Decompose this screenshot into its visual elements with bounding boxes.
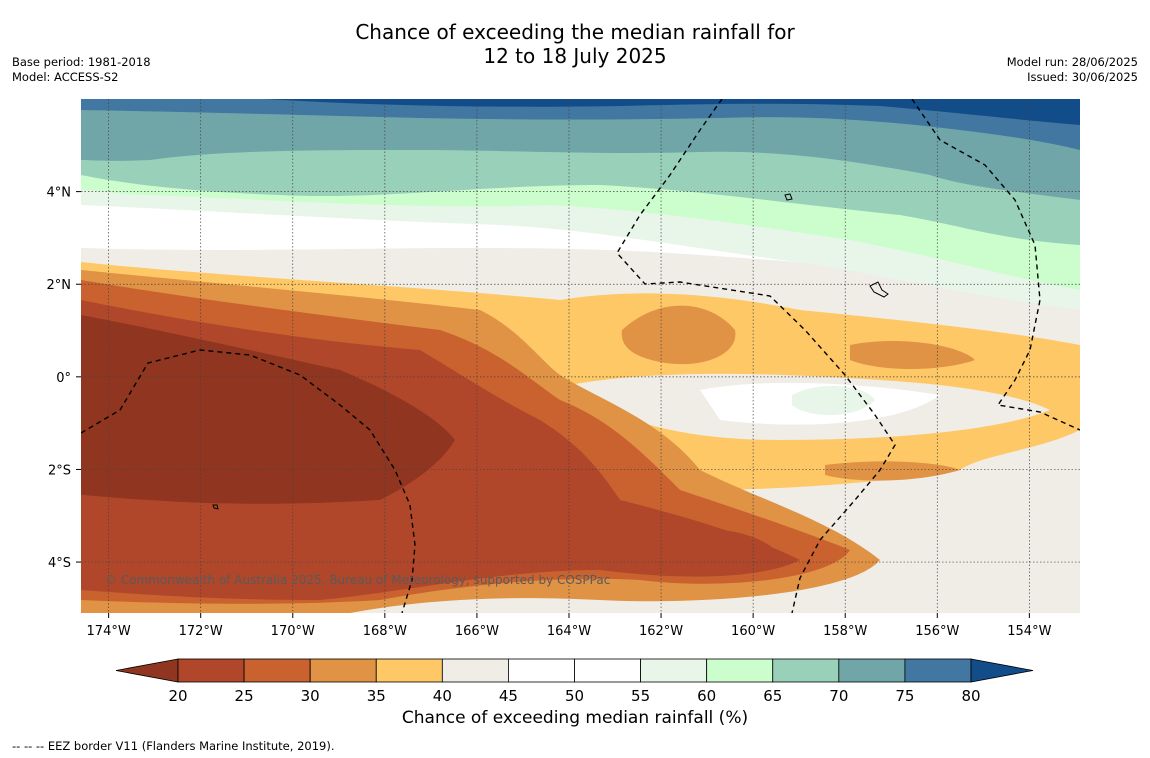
x-tick-label: 162°W xyxy=(639,624,683,639)
meta-right: Model run: 28/06/2025 Issued: 30/06/2025 xyxy=(1007,55,1138,85)
x-tick-label: 170°W xyxy=(271,624,315,639)
x-tick-label: 174°W xyxy=(87,624,131,639)
band-30-35-east xyxy=(850,340,975,369)
colorbar-segment xyxy=(177,658,245,683)
copyright-text: © Commonwealth of Australia 2025, Bureau… xyxy=(105,573,610,587)
island xyxy=(212,504,219,510)
base-period: Base period: 1981-2018 xyxy=(12,55,151,69)
colorbar: 20 25 30 35 40 45 50 55 60 65 70 75 80 xyxy=(115,658,1034,705)
y-tick-label: 4°S xyxy=(48,556,71,571)
colorbar-tick-label: 60 xyxy=(697,687,716,705)
colorbar-tick-label: 30 xyxy=(301,687,320,705)
colorbar-tick-label: 80 xyxy=(961,687,980,705)
eez-legend: -- -- -- EEZ border V11 (Flanders Marine… xyxy=(12,739,335,753)
colorbar-label: Chance of exceeding median rainfall (%) xyxy=(401,708,749,728)
colorbar-over xyxy=(970,658,1034,683)
colorbar-tick-label: 25 xyxy=(235,687,254,705)
colorbar-segment xyxy=(574,658,641,683)
colorbar-tick-label: 50 xyxy=(565,687,584,705)
y-tick-label: 2°S xyxy=(48,463,71,478)
x-axis: 174°W 172°W 170°W 168°W 166°W 164°W 162°W 160°W… xyxy=(87,613,1052,639)
colorbar-segment xyxy=(441,658,509,683)
colorbar-tick-label: 65 xyxy=(763,687,782,705)
model-run: Model run: 28/06/2025 xyxy=(1006,55,1138,69)
colorbar-segment xyxy=(508,658,575,683)
colorbar-segment xyxy=(243,658,311,683)
model-name: Model: ACCESS-S2 xyxy=(12,70,119,84)
colorbar-segment xyxy=(772,658,840,683)
y-axis: 4°N 2°N 0° 2°S 4°S xyxy=(47,186,81,571)
colorbar-tick-label: 20 xyxy=(168,687,187,705)
x-tick-label: 164°W xyxy=(547,624,591,639)
chart-title: Chance of exceeding the median rainfall … xyxy=(0,20,1150,68)
colorbar-tick-label: 45 xyxy=(499,687,518,705)
x-tick-label: 160°W xyxy=(731,624,775,639)
x-tick-label: 168°W xyxy=(363,624,407,639)
gridlines xyxy=(81,99,1080,613)
title-line-2: 12 to 18 July 2025 xyxy=(483,44,667,68)
y-tick-label: 0° xyxy=(56,371,71,386)
colorbar-segment xyxy=(706,658,774,683)
band-below-20 xyxy=(81,315,455,504)
band-55-60-patch xyxy=(792,385,875,416)
band-30-35-north xyxy=(621,305,736,365)
eez-border xyxy=(911,99,1080,431)
colorbar-tick-label: 75 xyxy=(895,687,914,705)
colorbar-segment xyxy=(640,658,708,683)
eez-border xyxy=(81,349,416,613)
colorbar-segment xyxy=(904,658,972,683)
x-tick-label: 158°W xyxy=(823,624,867,639)
colorbar-segment xyxy=(375,658,443,683)
island xyxy=(869,281,889,298)
colorbar-tick-label: 35 xyxy=(367,687,386,705)
colorbar-segment xyxy=(309,658,377,683)
colorbar-tick-label: 70 xyxy=(829,687,848,705)
y-tick-label: 2°N xyxy=(47,278,72,293)
colorbar-segment xyxy=(838,658,906,683)
map-field xyxy=(81,99,1080,613)
band-70-75 xyxy=(81,99,1080,200)
band-20-25-south-patch xyxy=(655,529,780,573)
x-tick-label: 156°W xyxy=(915,624,959,639)
island xyxy=(784,193,793,201)
y-tick-label: 4°N xyxy=(47,186,72,201)
meta-left: Base period: 1981-2018 Model: ACCESS-S2 xyxy=(12,55,151,85)
x-tick-label: 166°W xyxy=(455,624,499,639)
band-30-35-south xyxy=(825,461,960,481)
colorbar-tick-label: 40 xyxy=(433,687,452,705)
x-tick-label: 172°W xyxy=(179,624,223,639)
title-line-1: Chance of exceeding the median rainfall … xyxy=(355,20,795,44)
band-75-80 xyxy=(81,99,1080,150)
x-tick-label: 154°W xyxy=(1007,624,1051,639)
band-above-80 xyxy=(265,99,1080,125)
colorbar-tick-label: 55 xyxy=(631,687,650,705)
colorbar-under xyxy=(115,658,179,683)
issued-date: Issued: 30/06/2025 xyxy=(1027,70,1138,84)
